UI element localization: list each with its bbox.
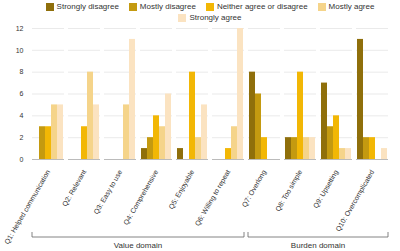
svg-text:6: 6 <box>20 90 24 97</box>
svg-text:4: 4 <box>20 112 24 119</box>
svg-text:Q5: Enjoyable: Q5: Enjoyable <box>167 169 196 211</box>
svg-text:Q10: Overcomplicated: Q10: Overcomplicated <box>334 169 376 233</box>
svg-text:2: 2 <box>20 134 24 141</box>
svg-text:Q3: Easy to use: Q3: Easy to use <box>92 169 124 216</box>
html-text:Mostly agree: Mostly agree <box>328 2 375 11</box>
svg-text:0: 0 <box>20 156 24 163</box>
svg-text:Q2: Relevant: Q2: Relevant <box>61 169 88 208</box>
svg-text:Q1: Helped communication: Q1: Helped communication <box>3 169 52 246</box>
svg-text:12: 12 <box>16 25 24 32</box>
html-text:Mostly disagree: Mostly disagree <box>139 2 196 11</box>
svg-text:8: 8 <box>20 68 24 75</box>
svg-text:Q9: Upsetting: Q9: Upsetting <box>312 169 340 210</box>
svg-text:Burden domain: Burden domain <box>291 241 345 250</box>
html-text:Strongly agree: Strongly agree <box>189 13 242 22</box>
svg-text:Q7: Overlong: Q7: Overlong <box>240 169 268 209</box>
svg-text:Q6: Willing to repeat: Q6: Willing to repeat <box>194 169 233 228</box>
svg-text:10: 10 <box>16 47 24 54</box>
svg-text:Q4: Comprehensive: Q4: Comprehensive <box>122 169 160 227</box>
html-text:Strongly disagree: Strongly disagree <box>56 2 119 11</box>
svg-text:Value domain: Value domain <box>114 241 162 250</box>
svg-text:Q8: Too simple: Q8: Too simple <box>274 169 304 213</box>
html-text:Neither agree or disagree: Neither agree or disagree <box>216 2 308 11</box>
